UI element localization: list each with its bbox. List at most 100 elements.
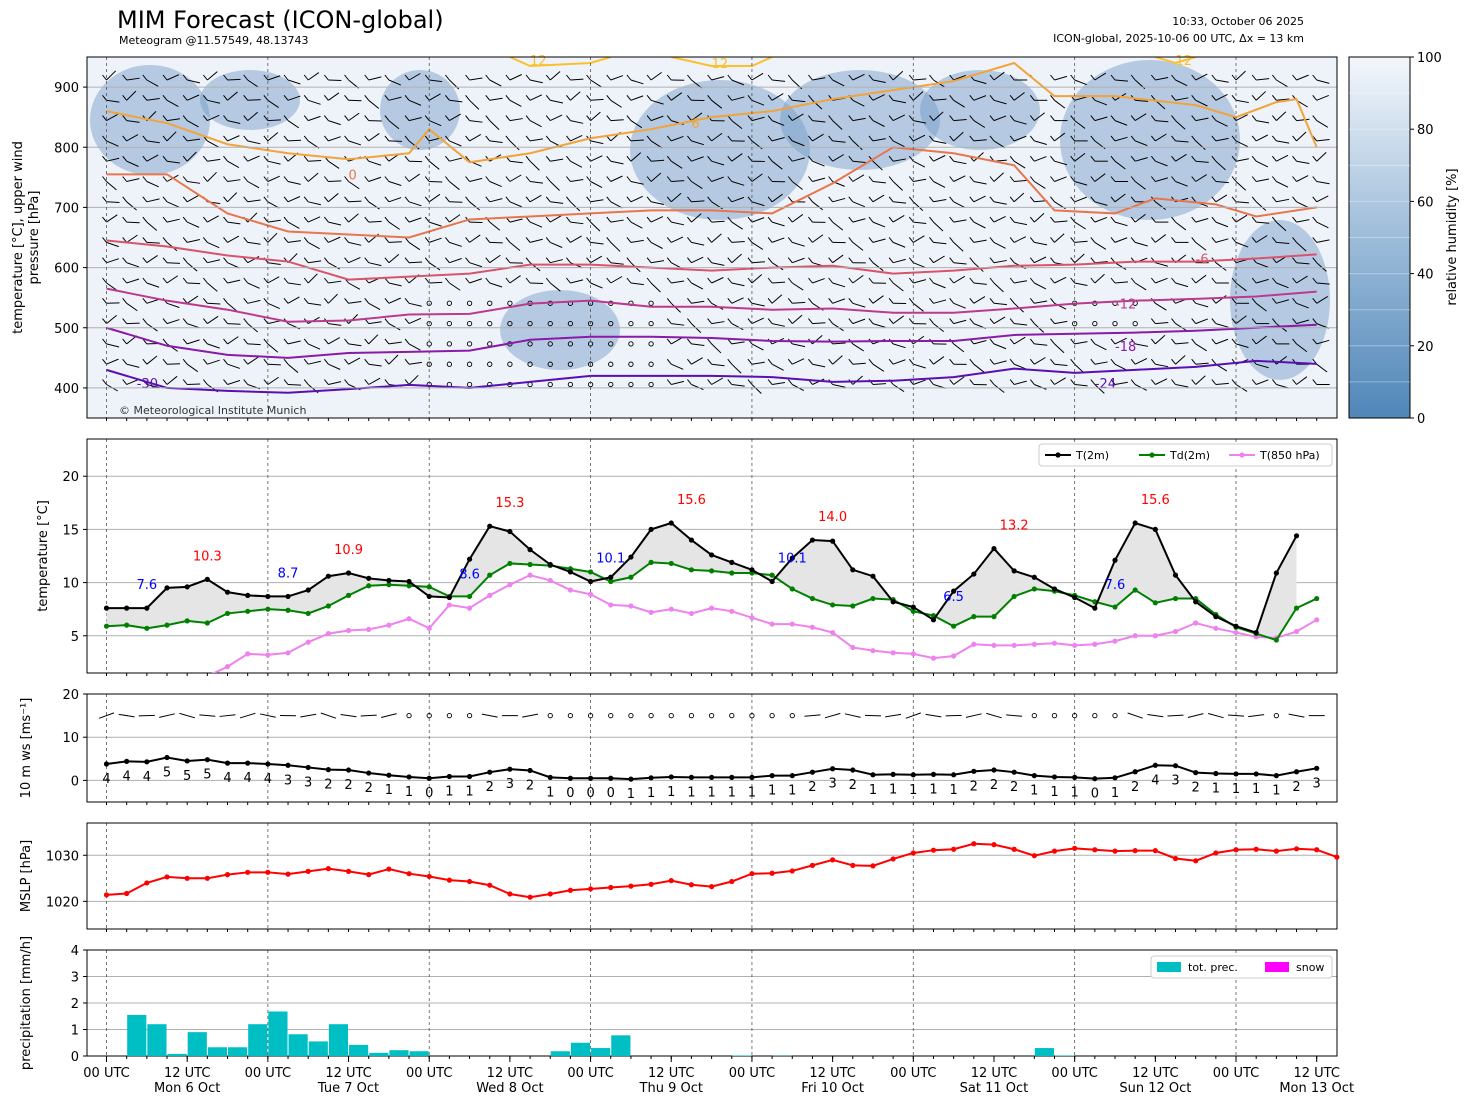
wind-barb-flag bbox=[908, 257, 914, 264]
precip-bar bbox=[228, 1047, 248, 1056]
wind-barb-flag bbox=[303, 379, 309, 385]
wind-barb-flag bbox=[1271, 297, 1277, 304]
wind-barb bbox=[933, 282, 946, 289]
wind-barb bbox=[449, 257, 462, 264]
wind-barb-flag bbox=[727, 94, 733, 101]
wind-barb bbox=[489, 254, 501, 264]
wind-barb bbox=[731, 341, 745, 345]
wind-barb bbox=[1094, 72, 1107, 81]
wind-barb-flag bbox=[969, 176, 975, 182]
wind-barb bbox=[772, 281, 786, 284]
data-point bbox=[144, 880, 150, 886]
wind-barb-flag bbox=[787, 216, 793, 223]
wind-barb-flag bbox=[1009, 115, 1015, 121]
wind-barb-flag bbox=[687, 277, 692, 284]
wind-barb-flag bbox=[424, 237, 430, 243]
wind-barb-flag bbox=[1050, 358, 1055, 365]
wind-barb bbox=[993, 172, 1004, 182]
wind-barb-flag bbox=[323, 379, 329, 385]
wind-barb-flag bbox=[787, 297, 793, 304]
wind-barb bbox=[973, 195, 986, 203]
wind-barb bbox=[1316, 139, 1330, 142]
wind-barb-flag bbox=[1171, 155, 1176, 162]
wind-barb bbox=[1316, 363, 1328, 373]
wind-barb bbox=[1316, 151, 1327, 162]
wind-barb bbox=[953, 219, 967, 223]
wind-barb bbox=[348, 256, 361, 264]
calm-wind-marker bbox=[446, 300, 453, 306]
wind-barb bbox=[731, 153, 743, 162]
wind-barb bbox=[449, 113, 461, 122]
wind-barb bbox=[126, 134, 139, 142]
wind-barb-flag bbox=[223, 196, 228, 203]
wind-barb-flag bbox=[142, 155, 148, 162]
wind-barb-flag bbox=[283, 277, 289, 284]
extreme-label: 13.2 bbox=[1000, 519, 1029, 534]
data-point bbox=[527, 561, 533, 568]
data-point bbox=[1011, 568, 1017, 574]
wind-barb bbox=[368, 99, 380, 109]
wind-barb bbox=[308, 260, 322, 264]
data-point bbox=[245, 869, 251, 875]
wind-barb-flag bbox=[525, 74, 531, 81]
calm-wind-marker bbox=[547, 381, 553, 388]
wind-barb-flag bbox=[989, 196, 995, 203]
data-point bbox=[951, 623, 957, 629]
wind-barb bbox=[872, 94, 885, 101]
data-point bbox=[1152, 633, 1158, 639]
data-point bbox=[749, 774, 755, 780]
wind-barb bbox=[368, 302, 381, 311]
data-point bbox=[224, 760, 231, 766]
data-point bbox=[769, 870, 775, 876]
wind-barb bbox=[731, 96, 745, 101]
wind-barb-flag bbox=[485, 115, 491, 121]
wind-barb bbox=[973, 181, 987, 185]
data-point bbox=[366, 872, 372, 878]
wind-barb bbox=[1235, 201, 1250, 204]
wind-speed-label: 1 bbox=[949, 783, 957, 798]
wind-barb bbox=[1175, 79, 1188, 87]
x-tick-label: 12 UTC bbox=[487, 1066, 533, 1081]
wind-barb-flag bbox=[444, 196, 450, 203]
surface-wind-barb bbox=[986, 712, 1002, 719]
calm-wind-marker bbox=[487, 320, 493, 327]
wind-barb-flag bbox=[1029, 216, 1035, 223]
data-point bbox=[971, 614, 977, 620]
wind-barb-flag bbox=[465, 257, 470, 264]
wind-barb-flag bbox=[626, 155, 632, 162]
wind-barb bbox=[186, 363, 199, 373]
data-point bbox=[204, 576, 210, 583]
data-point bbox=[1253, 629, 1259, 636]
wind-barb bbox=[368, 133, 380, 142]
wind-barb bbox=[449, 181, 460, 191]
data-point bbox=[1172, 855, 1179, 862]
wind-speed-label: 4 bbox=[143, 770, 151, 785]
wind-barb-flag bbox=[747, 176, 753, 182]
wind-barb bbox=[953, 376, 965, 385]
y-tick-label: 500 bbox=[54, 322, 79, 337]
wind-barb bbox=[1195, 117, 1209, 122]
wind-barb bbox=[650, 216, 664, 223]
wind-barb bbox=[570, 134, 583, 142]
wind-barb-flag bbox=[1009, 338, 1015, 345]
wind-barb bbox=[247, 199, 261, 203]
wind-barb-flag bbox=[1130, 216, 1136, 223]
wind-barb-flag bbox=[182, 94, 188, 101]
wind-speed-label: 1 bbox=[1272, 784, 1280, 799]
wind-barb bbox=[1094, 173, 1106, 182]
wind-barb bbox=[328, 120, 341, 126]
wind-barb bbox=[530, 181, 544, 184]
wind-barb bbox=[892, 140, 905, 148]
wind-barb-flag bbox=[404, 257, 410, 264]
wind-barb bbox=[1155, 334, 1166, 345]
wind-barb bbox=[892, 114, 906, 122]
data-point bbox=[406, 578, 412, 585]
wind-barb bbox=[509, 99, 522, 107]
wind-barb-flag bbox=[1191, 358, 1197, 365]
data-point bbox=[608, 578, 614, 585]
wind-barb-flag bbox=[1312, 277, 1318, 284]
calm-wind-marker bbox=[426, 361, 432, 367]
wind-barb-flag bbox=[566, 196, 571, 203]
wind-barb bbox=[1155, 160, 1168, 167]
wind-barb-flag bbox=[283, 115, 289, 121]
